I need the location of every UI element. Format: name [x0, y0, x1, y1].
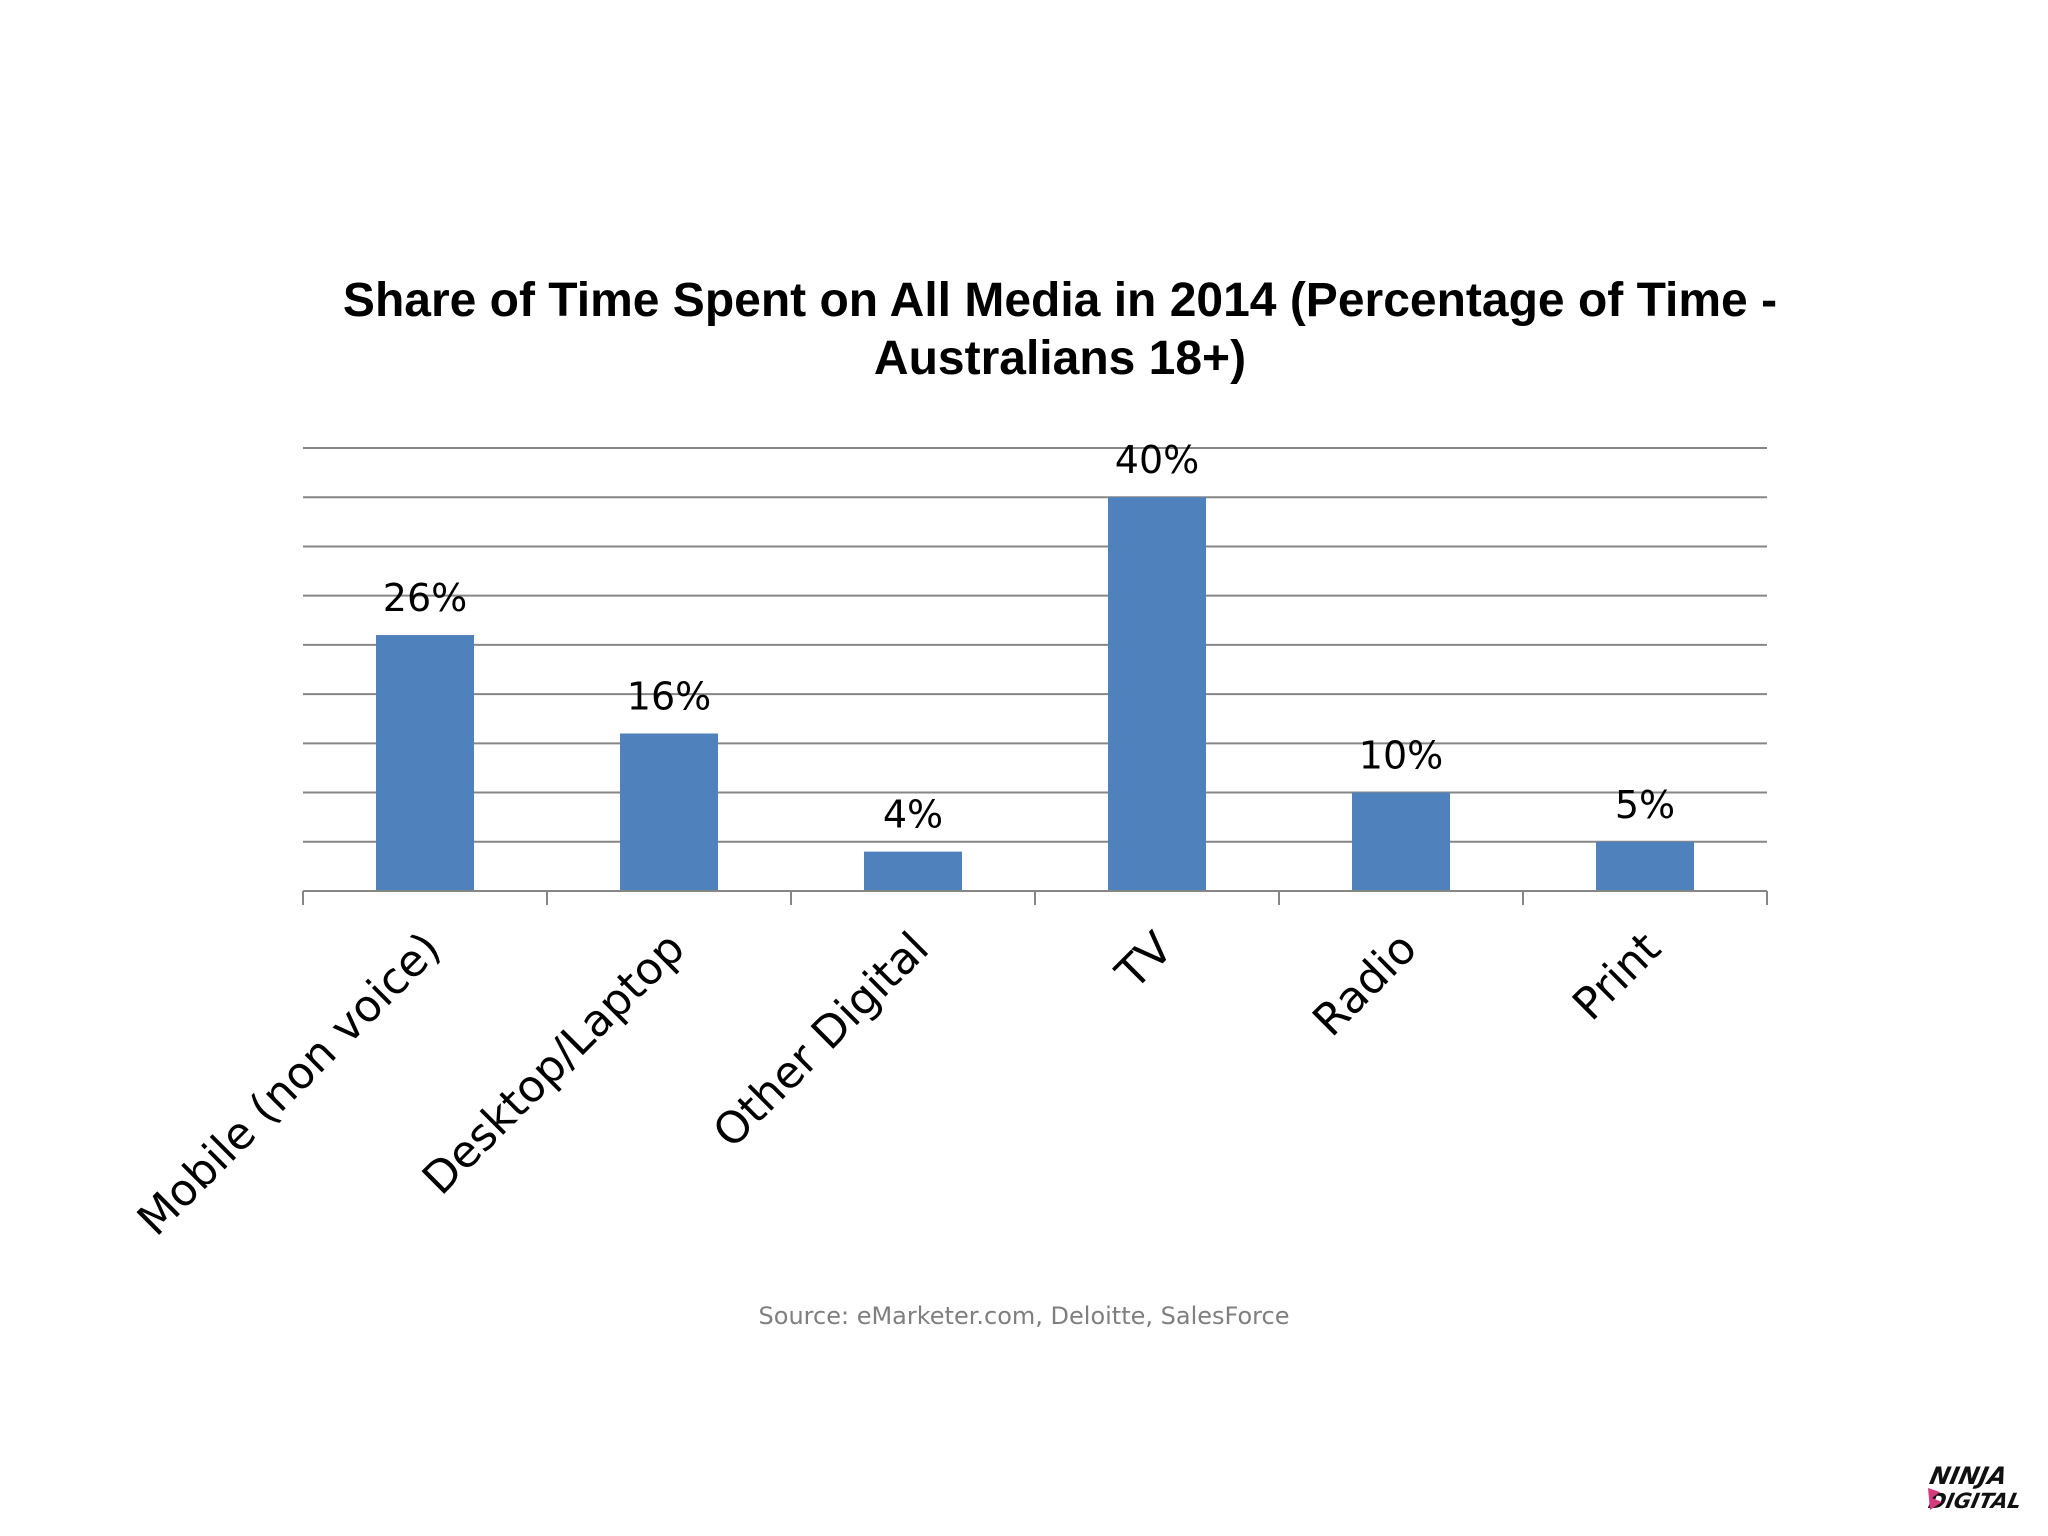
data-labels: 26% 16% 4% 40% 10% 5% [383, 438, 1675, 836]
logo-ninja-icon [1928, 1488, 1942, 1510]
bar [864, 851, 962, 891]
bar [1596, 841, 1694, 891]
bars [376, 497, 1694, 891]
category-tick-label: Radio [1303, 923, 1427, 1047]
x-axis [302, 890, 1768, 905]
category-tick-label: TV [1106, 923, 1183, 1000]
bar [376, 635, 474, 891]
gridlines [303, 447, 1767, 843]
data-label: 5% [1615, 783, 1675, 827]
logo-line2: DIGITAL [1926, 1489, 2024, 1514]
category-tick-labels: Mobile (non voice)Desktop/Laptop Other Di… [128, 923, 1671, 1246]
data-label: 16% [627, 674, 711, 718]
data-label: 4% [883, 793, 943, 837]
category-tick-label: Desktop/Laptop [413, 923, 695, 1205]
data-label: 26% [383, 576, 467, 620]
chart-title: Share of Time Spent on All Media in 2014… [342, 274, 1778, 385]
source-note: Source: eMarketer.com, Deloitte, SalesFo… [758, 1302, 1290, 1330]
bar [1108, 497, 1206, 891]
bar [620, 733, 718, 891]
data-label: 10% [1359, 734, 1443, 778]
category-tick-label: Mobile (non voice) [128, 923, 451, 1246]
ninja-digital-logo: NINJA DIGITAL [1926, 1461, 2024, 1514]
category-tick-label: Other Digital [704, 923, 939, 1158]
bar [1352, 792, 1450, 891]
category-tick-label: Print [1563, 923, 1671, 1031]
logo-line1: NINJA [1927, 1461, 2010, 1490]
data-label: 40% [1115, 438, 1199, 482]
